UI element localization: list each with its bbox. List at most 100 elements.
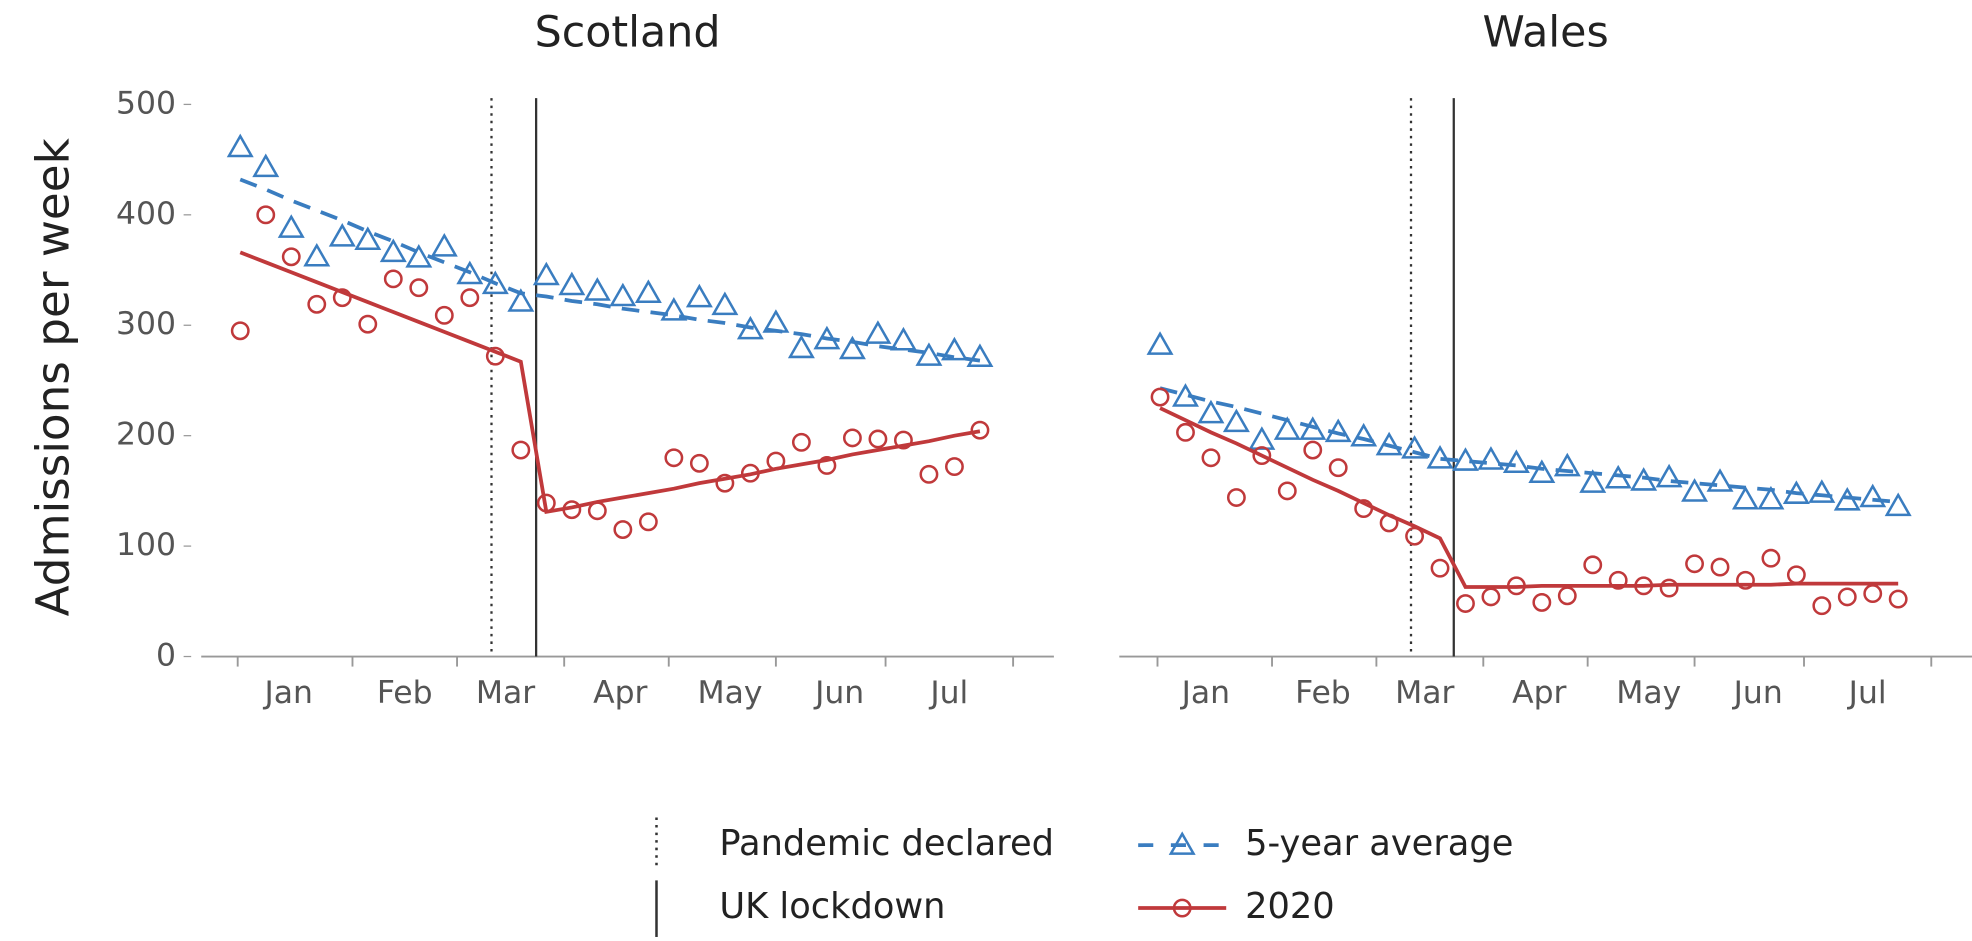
circle-marker bbox=[409, 278, 429, 298]
triangle-marker bbox=[328, 223, 356, 247]
circle-marker bbox=[1481, 587, 1501, 607]
x-tick-label: Jan bbox=[262, 675, 312, 711]
x-tick-label: Apr bbox=[1512, 675, 1566, 711]
circle-marker bbox=[460, 288, 480, 308]
circle-marker bbox=[1685, 554, 1704, 574]
triangle-marker bbox=[583, 277, 611, 301]
triangle-marker bbox=[838, 335, 866, 360]
fit-line bbox=[239, 250, 981, 515]
circle-marker bbox=[1405, 526, 1425, 546]
triangle-marker bbox=[1248, 426, 1276, 450]
triangle-marker bbox=[532, 261, 560, 286]
triangle-marker bbox=[558, 271, 586, 296]
y-tick-label: 100 bbox=[116, 527, 176, 563]
triangle-marker bbox=[609, 282, 637, 307]
triangle-marker bbox=[1731, 485, 1759, 510]
circle-marker bbox=[1888, 589, 1908, 609]
circle-marker bbox=[1837, 587, 1857, 607]
triangle-marker bbox=[354, 226, 382, 250]
triangle-marker bbox=[940, 336, 968, 361]
y-tick-label: 400 bbox=[116, 196, 176, 232]
triangle-marker bbox=[1579, 469, 1607, 493]
triangle-marker bbox=[1299, 416, 1327, 440]
triangle-marker bbox=[685, 283, 713, 308]
triangle-marker bbox=[1324, 418, 1352, 443]
circle-marker bbox=[664, 448, 684, 468]
fit-line bbox=[1159, 386, 1899, 504]
triangle-marker bbox=[787, 334, 815, 359]
circle-marker bbox=[893, 430, 913, 450]
circle-marker bbox=[613, 520, 633, 539]
circle-marker bbox=[1456, 594, 1475, 613]
circle-marker bbox=[332, 288, 352, 308]
y-axis-label: Admissions per week bbox=[27, 137, 80, 616]
circle-marker bbox=[1710, 557, 1730, 577]
triangle-marker bbox=[303, 242, 331, 267]
triangle-marker bbox=[1146, 331, 1174, 355]
triangle-marker bbox=[252, 153, 280, 178]
circle-marker bbox=[1150, 387, 1170, 407]
x-tick-label: Jan bbox=[1180, 675, 1230, 711]
panel: Scotland 0 100 200 300 400 500 Jan Feb Mar Apr May J… bbox=[116, 8, 1054, 711]
triangle-marker bbox=[1172, 383, 1199, 407]
triangle-marker bbox=[1273, 416, 1301, 440]
circle-marker bbox=[1430, 558, 1450, 578]
y-tick-label: 500 bbox=[116, 85, 176, 121]
circle-marker bbox=[1583, 555, 1603, 575]
circle-marker bbox=[1786, 565, 1806, 585]
triangle-marker bbox=[1833, 486, 1861, 511]
triangle-marker bbox=[507, 288, 535, 312]
circle-marker bbox=[1176, 422, 1195, 442]
triangle-marker bbox=[1859, 483, 1887, 508]
legend-label: 5-year average bbox=[1245, 823, 1513, 864]
triangle-marker bbox=[1681, 478, 1709, 502]
triangle-marker bbox=[1706, 468, 1734, 492]
triangle-marker bbox=[1451, 447, 1479, 471]
triangle-marker bbox=[1553, 452, 1581, 477]
y-tick-label: 300 bbox=[116, 306, 176, 342]
circle-marker bbox=[256, 205, 276, 225]
circle-marker bbox=[1328, 458, 1348, 478]
x-tick-label: Jul bbox=[928, 675, 968, 711]
triangle-marker bbox=[277, 214, 305, 238]
panel: Wales Jan Feb Mar Apr May Jun Jul bbox=[1119, 8, 1972, 711]
circle-marker bbox=[1532, 592, 1552, 612]
circle-marker bbox=[740, 463, 760, 483]
triangle-marker bbox=[813, 325, 841, 350]
triangle-marker bbox=[1502, 449, 1530, 474]
circle-marker bbox=[638, 512, 658, 532]
circle-marker bbox=[358, 314, 378, 334]
triangle-marker bbox=[1401, 435, 1429, 459]
triangle-marker bbox=[1375, 431, 1403, 456]
triangle-marker bbox=[1782, 480, 1810, 504]
circle-marker bbox=[562, 500, 582, 520]
triangle-marker bbox=[1197, 399, 1225, 424]
circle-marker bbox=[536, 493, 556, 513]
circle-marker bbox=[715, 473, 735, 493]
triangle-marker bbox=[1426, 445, 1454, 469]
circle-marker bbox=[1303, 440, 1323, 460]
circle-marker bbox=[511, 440, 531, 460]
circle-marker bbox=[791, 432, 811, 452]
triangle-marker bbox=[762, 309, 790, 333]
circle-marker bbox=[868, 429, 888, 449]
triangle-marker bbox=[711, 291, 739, 316]
triangle-marker bbox=[456, 260, 484, 285]
fit-line bbox=[1159, 406, 1899, 589]
circle-marker bbox=[1659, 578, 1679, 598]
triangle-marker bbox=[864, 320, 892, 344]
circle-marker bbox=[1608, 570, 1628, 590]
x-tick-label: Jul bbox=[1847, 675, 1887, 711]
triangle-marker bbox=[1477, 446, 1505, 470]
circle-marker bbox=[383, 269, 403, 289]
circle-marker bbox=[1506, 576, 1526, 596]
x-tick-label: May bbox=[697, 675, 762, 711]
circle-marker bbox=[945, 457, 964, 477]
circle-marker bbox=[1863, 584, 1883, 604]
x-tick-label: May bbox=[1616, 675, 1681, 711]
triangle-marker bbox=[660, 297, 688, 321]
triangle-marker bbox=[1604, 464, 1632, 489]
circle-marker bbox=[307, 294, 327, 314]
triangle-marker bbox=[889, 326, 917, 351]
triangle-marker bbox=[966, 343, 994, 368]
